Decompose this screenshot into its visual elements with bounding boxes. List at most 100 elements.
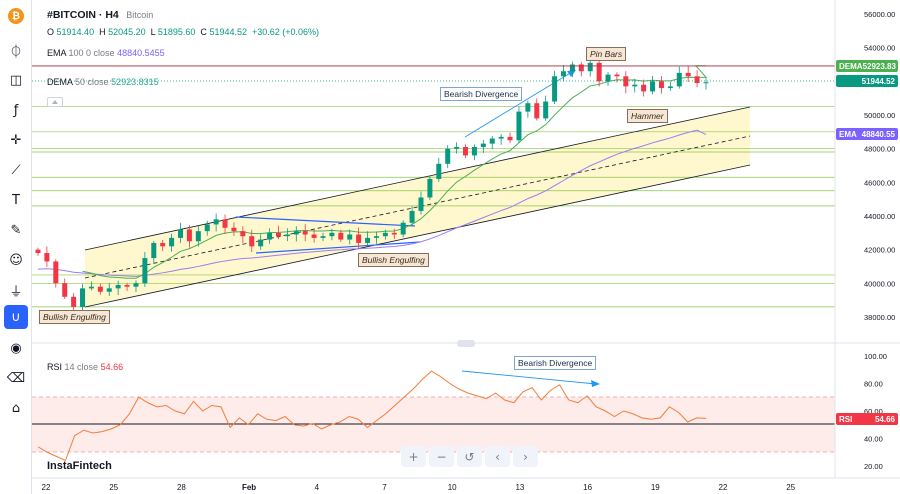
dema-legend[interactable]: DEMA 50 close 52923.8315 [47, 77, 159, 87]
candle-body [178, 229, 184, 238]
rsi-name: RSI [47, 362, 63, 372]
crosshair-icon[interactable]: ✛ [10, 132, 22, 148]
bearish-divergence-label[interactable]: Bearish Divergence [440, 87, 523, 101]
time-tick-label: 25 [109, 483, 118, 492]
pane-resize-handle[interactable] [457, 340, 475, 347]
candle-body [498, 136, 504, 139]
ruler-icon[interactable]: ⏚ [9, 284, 23, 300]
time-axis[interactable]: 22 25 28 Feb 4 7 10 13 16 19 22 25 [42, 483, 796, 492]
rsi-axis[interactable]: 100.00 80.00 60.00 40.00 20.00 [864, 352, 887, 471]
candle-body [338, 232, 344, 240]
zoom-out-icon[interactable]: − [429, 446, 454, 467]
scroll-right-icon[interactable]: › [513, 446, 538, 467]
channel-upper-line [84, 106, 751, 251]
reset-icon[interactable]: ↺ [457, 446, 482, 467]
price-tick-label: 46000.00 [864, 178, 895, 187]
candle-body [391, 232, 397, 235]
candle-body [365, 237, 371, 243]
bitcoin-icon[interactable]: ₿ [8, 8, 24, 24]
candle-body [676, 72, 682, 87]
candle-body [293, 231, 299, 235]
lock-icon[interactable]: ⌂ [11, 400, 21, 416]
candle-body [311, 234, 317, 238]
price-divergence-arrowhead [567, 70, 576, 77]
candle-body [115, 285, 121, 289]
candle-body [356, 234, 362, 243]
candle-body [160, 242, 166, 247]
candle-body [409, 210, 415, 223]
time-tick-label: 7 [382, 483, 387, 492]
candle-body [587, 62, 593, 72]
rsi-tick-label: 20.00 [864, 462, 883, 471]
eye-icon[interactable]: ◉ [10, 340, 22, 356]
symbol-name: Bitcoin [126, 10, 154, 20]
close-label: C [200, 27, 207, 37]
time-tick-label: 16 [583, 483, 592, 492]
delete-icon[interactable]: ⌫ [6, 370, 26, 386]
bullish-engulfing-mid-label[interactable]: Bullish Engulfing [358, 253, 429, 267]
candle-body [641, 84, 647, 92]
candle-body [436, 163, 442, 179]
text-icon[interactable]: T [12, 192, 20, 208]
candle-body [35, 249, 41, 254]
rsi-line [37, 370, 707, 462]
price-axis[interactable]: 56000.0054000.0052000.0050000.0048000.00… [864, 10, 895, 322]
rsi-legend[interactable]: RSI 14 close 54.66 [47, 362, 123, 372]
open-value: 51914.40 [56, 27, 95, 37]
symbol-legend: #BITCOIN · H4 Bitcoin [47, 9, 153, 21]
price-chart[interactable]: 56000.0054000.0052000.0050000.0048000.00… [32, 0, 900, 494]
candle-body [320, 236, 326, 238]
candle-body [44, 253, 50, 262]
left-toolbar: ₿ ⏀ ◫ ƒ ✛ ⟋ T ✎ ☺ ⏚ ∪ ◉ ⌫ ⌂ [0, 0, 32, 494]
ema-price-badge: EMA 48840.55 [836, 128, 898, 140]
candle-body [284, 234, 290, 237]
symbol-ticker[interactable]: #BITCOIN · H4 [47, 9, 119, 21]
indicators-icon[interactable]: ƒ [13, 102, 19, 118]
candle-body [382, 232, 388, 237]
candle-body [632, 84, 638, 87]
scroll-left-icon[interactable]: ‹ [485, 446, 510, 467]
time-tick-label: 4 [315, 483, 320, 492]
brush-icon[interactable]: ✎ [10, 222, 22, 238]
pennant-bottom-line [255, 241, 421, 254]
candle-body [329, 232, 335, 237]
candle-body [275, 232, 281, 237]
price-tick-label: 38000.00 [864, 313, 895, 322]
dema-params: 50 close [75, 77, 109, 87]
zoom-in-icon[interactable]: + [401, 446, 426, 467]
candle-body [124, 285, 130, 287]
pin-bars-label[interactable]: Pin Bars [586, 47, 627, 61]
magnet-icon[interactable]: ∪ [4, 305, 28, 329]
bullish-engulfing-low-label[interactable]: Bullish Engulfing [39, 310, 110, 324]
candle-body [525, 103, 531, 112]
candle-body [373, 236, 379, 238]
candle-body [578, 64, 584, 72]
price-tick-label: 40000.00 [864, 279, 895, 288]
rsi-bearish-divergence-label[interactable]: Bearish Divergence [514, 356, 597, 370]
hammer-label[interactable]: Hammer [627, 109, 668, 123]
trend-line-icon[interactable]: ⟋ [11, 162, 21, 178]
emoji-icon[interactable]: ☺ [9, 252, 23, 268]
ema-name: EMA [47, 48, 67, 58]
interval-icon[interactable]: ⏀ [9, 44, 23, 60]
rsi-tick-label: 60.00 [864, 407, 883, 416]
rsi-params: 14 close [64, 362, 99, 372]
candle-body [650, 81, 656, 92]
candle-body [685, 72, 691, 77]
ema-legend[interactable]: EMA 100 0 close 48840.5455 [47, 48, 165, 58]
candle-body [703, 82, 709, 84]
candle-body [204, 224, 210, 232]
high-value: 52045.20 [108, 27, 146, 37]
dema-value: 52923.8315 [111, 77, 159, 87]
candle-body [427, 178, 433, 198]
pennant-top-line [235, 216, 416, 227]
collapse-legend-button[interactable] [47, 97, 63, 107]
candle-body [569, 64, 575, 72]
chart-type-icon[interactable]: ◫ [9, 72, 23, 88]
candle-body [53, 261, 59, 284]
rsi-axis-badge: RSI 54.66 [836, 413, 898, 425]
candle-body [133, 283, 139, 287]
low-label: L [150, 27, 156, 37]
ohlc-legend: O 51914.40 H 52045.20 L 51895.60 C 51944… [47, 27, 319, 37]
candle-body [418, 197, 424, 211]
